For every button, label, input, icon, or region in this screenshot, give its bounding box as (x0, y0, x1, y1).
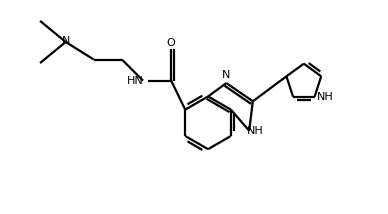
Text: O: O (167, 38, 175, 48)
Text: N: N (62, 36, 70, 46)
Text: NH: NH (247, 126, 264, 137)
Text: N: N (222, 70, 230, 80)
Text: HN: HN (127, 76, 144, 86)
Text: NH: NH (317, 92, 333, 102)
